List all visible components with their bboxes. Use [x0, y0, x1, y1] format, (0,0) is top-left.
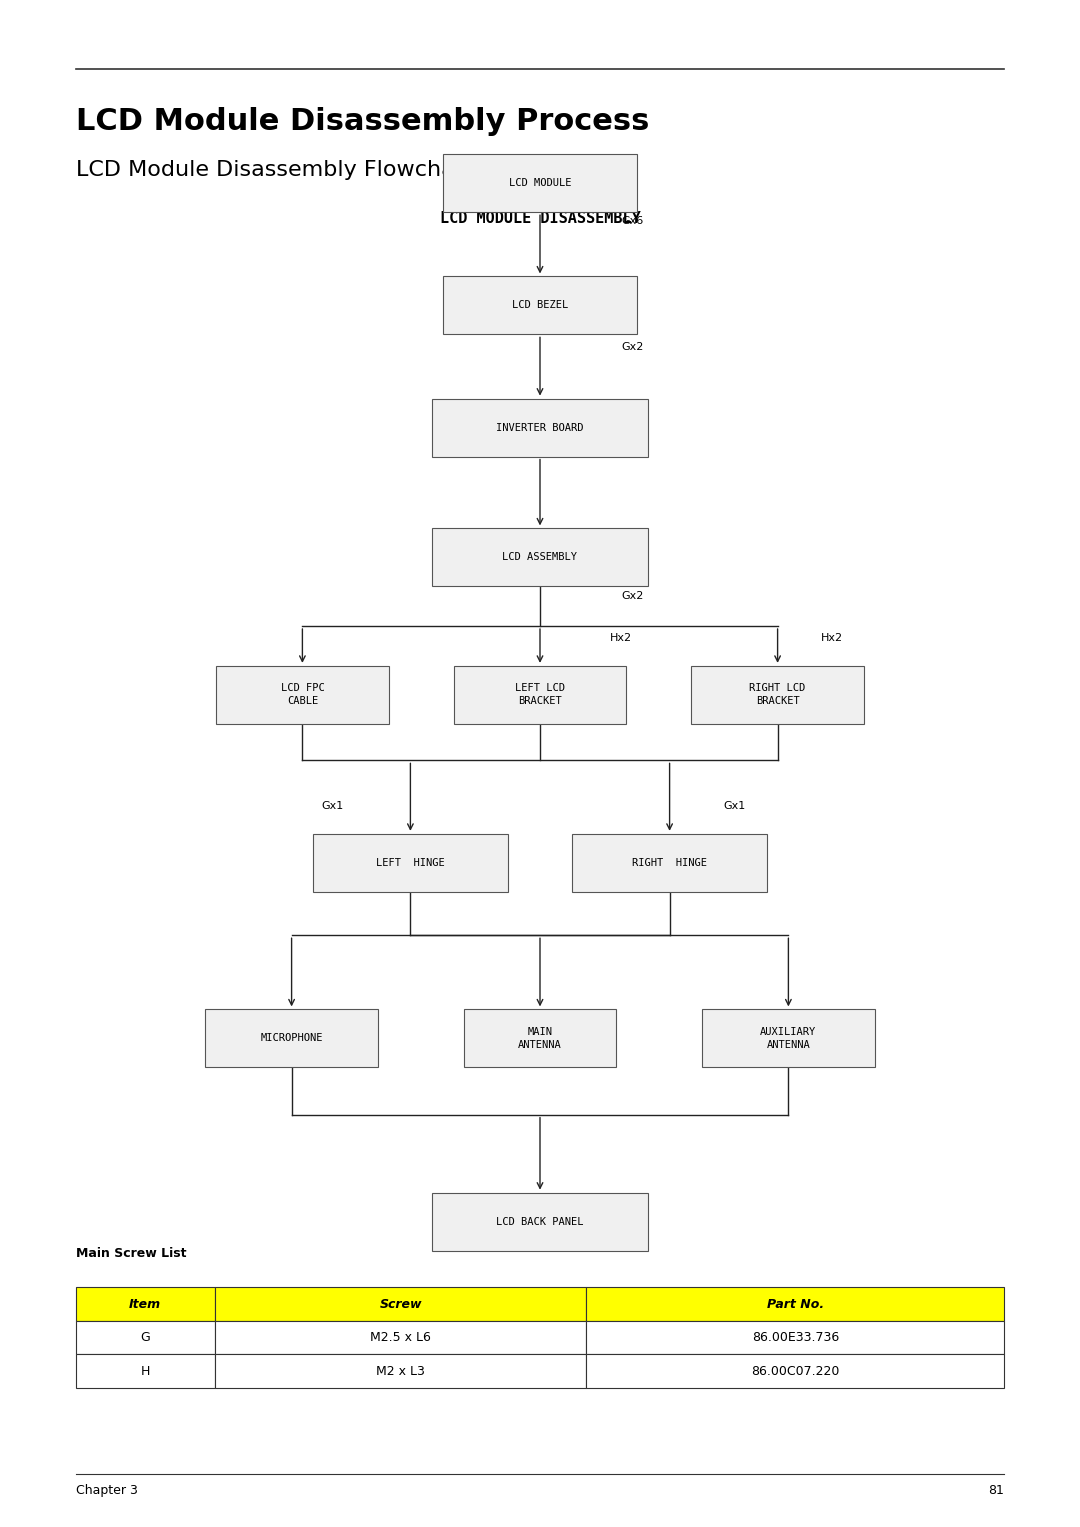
Text: Part No.: Part No.	[767, 1298, 824, 1310]
Text: Hx2: Hx2	[821, 634, 842, 643]
Text: LEFT  HINGE: LEFT HINGE	[376, 858, 445, 867]
Text: Screw: Screw	[379, 1298, 422, 1310]
Text: MICROPHONE: MICROPHONE	[260, 1034, 323, 1043]
FancyBboxPatch shape	[691, 666, 864, 724]
Text: INVERTER BOARD: INVERTER BOARD	[496, 423, 584, 432]
Text: Chapter 3: Chapter 3	[76, 1484, 137, 1498]
Text: 86.00E33.736: 86.00E33.736	[752, 1332, 839, 1344]
FancyBboxPatch shape	[702, 1009, 875, 1067]
FancyBboxPatch shape	[454, 666, 626, 724]
FancyBboxPatch shape	[443, 276, 637, 334]
Text: 86.00C07.220: 86.00C07.220	[752, 1365, 839, 1377]
Text: RIGHT  HINGE: RIGHT HINGE	[632, 858, 707, 867]
Text: Gx1: Gx1	[322, 802, 345, 811]
FancyBboxPatch shape	[432, 1193, 648, 1251]
Text: G: G	[140, 1332, 150, 1344]
FancyBboxPatch shape	[443, 154, 637, 212]
Bar	[76, 1321, 215, 1354]
Text: Gx2: Gx2	[621, 342, 644, 351]
Text: M2 x L3: M2 x L3	[376, 1365, 426, 1377]
Bar	[215, 1287, 586, 1321]
Text: LCD BEZEL: LCD BEZEL	[512, 301, 568, 310]
FancyBboxPatch shape	[464, 1009, 616, 1067]
Text: 81: 81	[988, 1484, 1004, 1498]
FancyBboxPatch shape	[216, 666, 389, 724]
Text: Gx1: Gx1	[724, 802, 746, 811]
Text: Gx2: Gx2	[621, 591, 644, 600]
Text: M2.5 x L6: M2.5 x L6	[370, 1332, 431, 1344]
FancyBboxPatch shape	[432, 399, 648, 457]
Bar	[76, 1287, 215, 1321]
Text: Main Screw List: Main Screw List	[76, 1246, 186, 1260]
Text: MAIN
ANTENNA: MAIN ANTENNA	[518, 1026, 562, 1051]
Text: LCD Module Disassembly Flowchart: LCD Module Disassembly Flowchart	[76, 160, 472, 180]
Bar	[586, 1354, 1004, 1388]
Text: LCD MODULE: LCD MODULE	[509, 179, 571, 188]
FancyBboxPatch shape	[572, 834, 767, 892]
Text: Hx2: Hx2	[610, 634, 632, 643]
Text: H: H	[140, 1365, 150, 1377]
Text: Gx6: Gx6	[621, 217, 644, 226]
FancyBboxPatch shape	[205, 1009, 378, 1067]
Text: LCD BACK PANEL: LCD BACK PANEL	[496, 1217, 584, 1226]
Text: LEFT LCD
BRACKET: LEFT LCD BRACKET	[515, 683, 565, 707]
Bar	[586, 1321, 1004, 1354]
FancyBboxPatch shape	[432, 528, 648, 586]
Text: LCD ASSEMBLY: LCD ASSEMBLY	[502, 553, 578, 562]
Bar	[215, 1354, 586, 1388]
Text: AUXILIARY
ANTENNA: AUXILIARY ANTENNA	[760, 1026, 816, 1051]
Text: LCD FPC
CABLE: LCD FPC CABLE	[281, 683, 324, 707]
Text: LCD Module Disassembly Process: LCD Module Disassembly Process	[76, 107, 649, 136]
Bar	[586, 1287, 1004, 1321]
Bar	[76, 1354, 215, 1388]
Bar	[215, 1321, 586, 1354]
FancyBboxPatch shape	[313, 834, 508, 892]
Text: Item: Item	[130, 1298, 161, 1310]
Text: LCD MODULE DISASSEMBLY: LCD MODULE DISASSEMBLY	[440, 211, 640, 226]
Text: RIGHT LCD
BRACKET: RIGHT LCD BRACKET	[750, 683, 806, 707]
